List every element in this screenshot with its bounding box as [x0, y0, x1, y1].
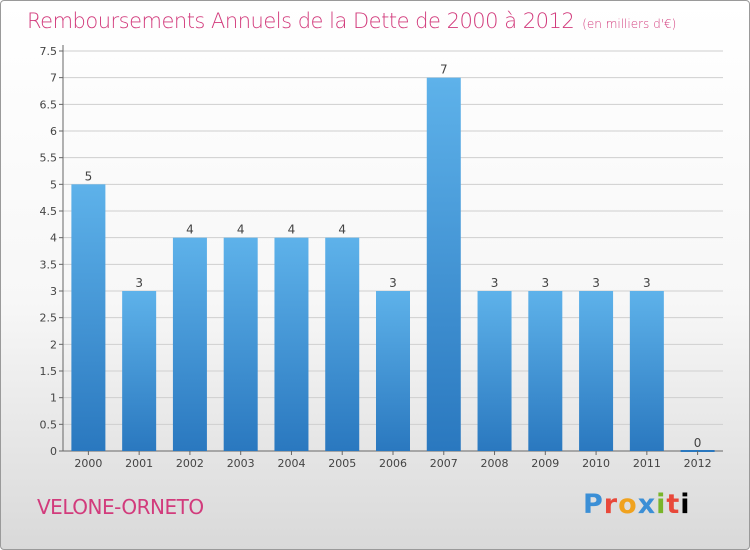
bar-2007 [426, 77, 461, 452]
data-label: 3 [541, 276, 549, 290]
bar-2005 [325, 237, 360, 451]
x-tick-label: 2012 [684, 457, 712, 470]
bar-2003 [223, 237, 258, 451]
x-tick-label: 2010 [582, 457, 610, 470]
x-tick-label: 2008 [481, 457, 509, 470]
y-tick-label: 2.5 [40, 312, 58, 325]
x-tick-label: 2006 [379, 457, 407, 470]
bar-2010 [579, 291, 614, 451]
x-tick-label: 2007 [430, 457, 458, 470]
proxiti-logo: Proxiti [583, 489, 691, 520]
y-tick-label: 0 [50, 445, 57, 458]
bar-2006 [376, 291, 410, 451]
chart-title: Remboursements Annuels de la Dette de 20… [27, 9, 676, 33]
x-tick-label: 2004 [277, 457, 305, 470]
chart-subtitle: (en milliers d'€) [582, 17, 677, 31]
bar-2002 [172, 237, 207, 451]
bar-2008 [477, 291, 512, 451]
data-label: 4 [338, 223, 346, 237]
y-tick-label: 5 [50, 178, 57, 191]
y-tick-label: 7.5 [40, 45, 58, 58]
y-tick-label: 1.5 [40, 365, 58, 378]
x-tick-label: 2011 [633, 457, 661, 470]
x-tick-label: 2005 [328, 457, 356, 470]
data-label: 4 [237, 223, 245, 237]
x-tick-label: 2003 [227, 457, 255, 470]
y-tick-label: 5.5 [40, 152, 58, 165]
bar-2009 [528, 291, 563, 451]
data-label: 3 [592, 276, 600, 290]
x-tick-label: 2009 [531, 457, 559, 470]
y-tick-label: 6.5 [40, 98, 58, 111]
data-label: 3 [135, 276, 143, 290]
y-tick-label: 6 [50, 125, 57, 138]
chart-title-text: Remboursements Annuels de la Dette de 20… [27, 9, 575, 33]
y-tick-label: 2 [50, 338, 57, 351]
y-tick-label: 1 [50, 392, 57, 405]
commune-name: VELONE-ORNETO [37, 495, 204, 519]
data-label: 0 [694, 436, 702, 450]
data-label: 4 [288, 223, 296, 237]
data-label: 3 [389, 276, 397, 290]
data-label: 7 [440, 63, 448, 77]
data-label: 3 [643, 276, 651, 290]
data-label: 4 [186, 223, 194, 237]
y-tick-label: 3 [50, 285, 57, 298]
x-tick-label: 2000 [74, 457, 102, 470]
y-tick-label: 4.5 [40, 205, 58, 218]
y-tick-label: 7 [50, 72, 57, 85]
bar-2001 [122, 291, 157, 451]
bar-2000 [71, 184, 106, 452]
y-tick-label: 4 [50, 232, 57, 245]
data-label: 5 [85, 169, 93, 183]
x-tick-label: 2002 [176, 457, 204, 470]
y-tick-label: 0.5 [40, 418, 58, 431]
y-tick-label: 3.5 [40, 258, 58, 271]
x-tick-label: 2001 [125, 457, 153, 470]
bar-2004 [274, 237, 309, 451]
data-label: 3 [491, 276, 499, 290]
bar-2011 [629, 291, 664, 451]
